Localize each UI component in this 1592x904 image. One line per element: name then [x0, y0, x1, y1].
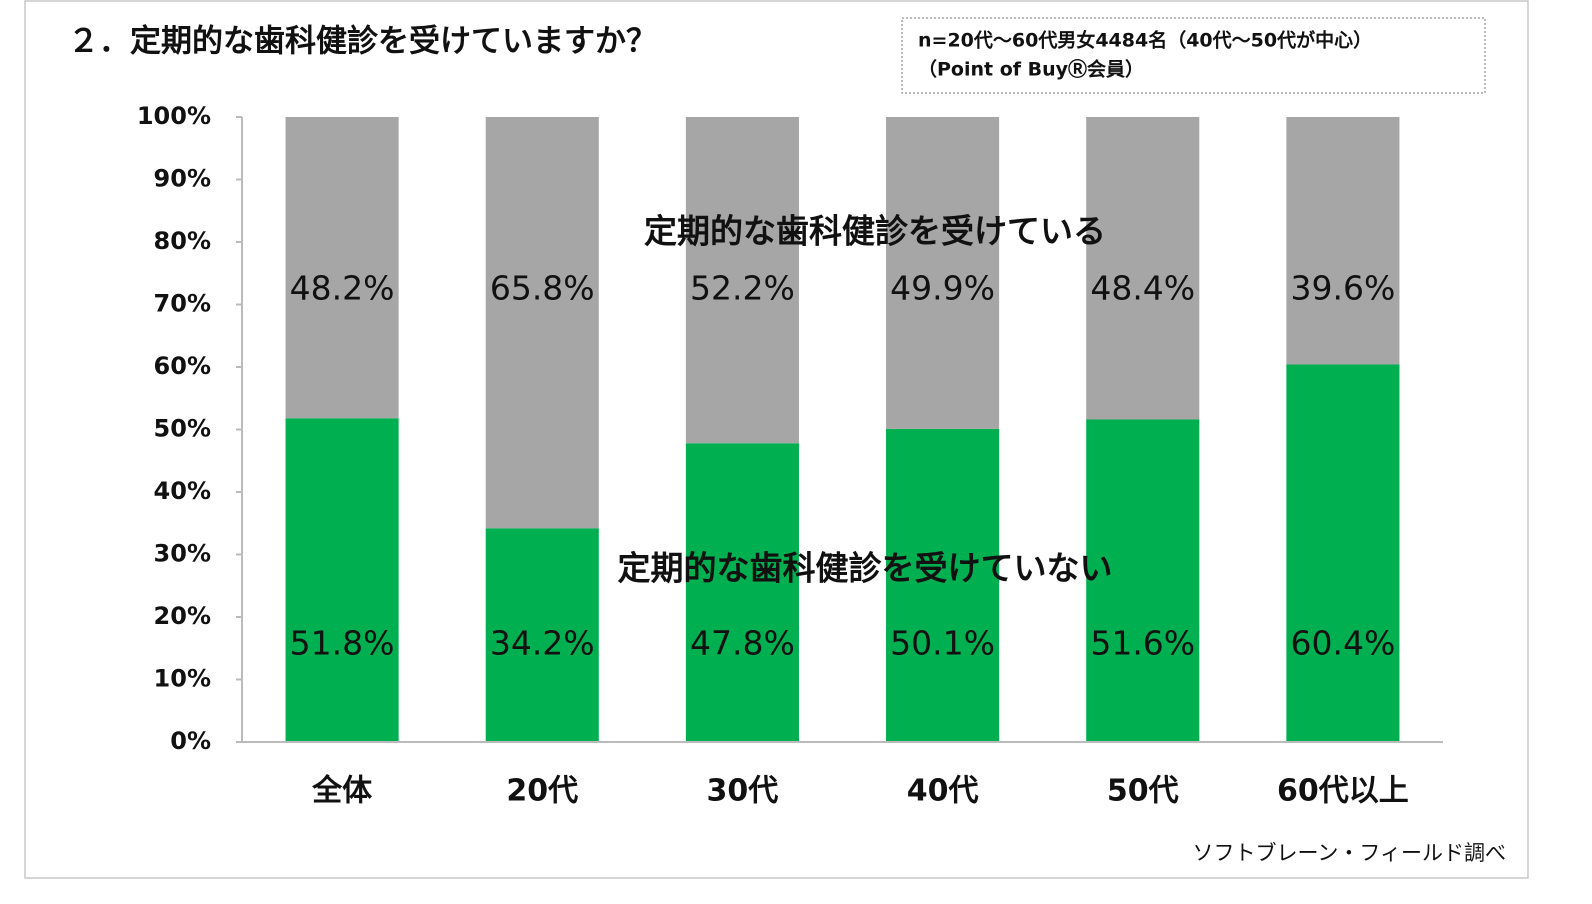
bar-segment: [285, 418, 399, 742]
value-label: 60.4%: [1290, 624, 1395, 663]
note-line: （Point of BuyⓇ会員）: [918, 58, 1144, 81]
value-label: 49.9%: [890, 269, 995, 308]
series-label: 定期的な歯科健診を受けていない: [618, 549, 1113, 588]
value-label: 52.2%: [690, 269, 795, 308]
note-line: n=20代～60代男女4484名（40代～50代が中心）: [918, 29, 1372, 52]
x-tick-label: 50代: [1107, 774, 1179, 809]
value-label: 47.8%: [690, 624, 795, 663]
y-tick-label: 70%: [154, 290, 211, 318]
bar-segment: [685, 117, 799, 444]
series-label: 定期的な歯科健診を受けている: [644, 212, 1106, 251]
y-tick-label: 40%: [154, 477, 211, 505]
y-tick-label: 80%: [154, 227, 211, 255]
bar-segment: [886, 117, 1000, 429]
y-tick-label: 90%: [154, 165, 211, 193]
x-tick-label: 40代: [907, 774, 979, 809]
y-tick-label: 60%: [154, 352, 211, 380]
value-label: 51.8%: [290, 624, 395, 663]
y-tick-label: 30%: [154, 540, 211, 568]
source: ソフトブレーン・フィールド調べ: [1192, 841, 1506, 865]
value-label: 48.4%: [1090, 269, 1195, 308]
value-label: 51.6%: [1090, 624, 1195, 663]
y-tick-label: 50%: [154, 415, 211, 443]
x-tick-label: 30代: [707, 774, 779, 809]
y-tick-label: 100%: [137, 102, 211, 130]
bar-segment: [1086, 117, 1200, 420]
bar-segment: [1286, 364, 1400, 742]
x-tick-label: 20代: [506, 774, 578, 809]
bar-segment: [685, 443, 799, 742]
x-tick-label: 60代以上: [1277, 774, 1409, 809]
value-label: 65.8%: [490, 269, 595, 308]
value-label: 50.1%: [890, 624, 995, 663]
bar-segment: [485, 528, 599, 742]
chart-title: ２．定期的な歯科健診を受けていますか？: [68, 24, 657, 60]
bar-segment: [1286, 117, 1400, 365]
bar-segment: [485, 117, 599, 529]
value-label: 39.6%: [1290, 269, 1395, 308]
frame: [24, 0, 1529, 879]
bar-segment: [886, 428, 1000, 742]
bar-segment: [1086, 419, 1200, 742]
bar-segment: [285, 117, 399, 419]
y-tick-label: 0%: [170, 727, 211, 755]
y-tick-label: 20%: [154, 602, 211, 630]
note-box: [901, 17, 1486, 94]
value-label: 48.2%: [290, 269, 395, 308]
x-tick-label: 全体: [311, 774, 373, 809]
value-label: 34.2%: [490, 624, 595, 663]
y-tick-label: 10%: [154, 665, 211, 693]
